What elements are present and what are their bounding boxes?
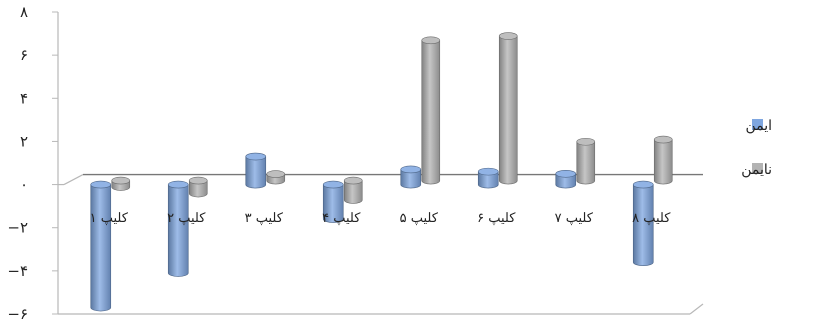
bar-naimen-5: [422, 37, 440, 184]
y-tick-label: ۶: [20, 46, 28, 64]
y-tick-label: −۴: [7, 262, 28, 280]
bar-imen-7: [556, 170, 576, 188]
bar-naimen-2: [189, 177, 207, 197]
zero-line-depth: [64, 175, 83, 185]
y-tick-label: −۲: [7, 219, 28, 237]
y-axis: ۸ ۶ ۴ ۲ ۰ −۲ −۴ −۶: [7, 3, 58, 323]
category-label: کلیپ ۷: [555, 211, 594, 226]
floor-side-edge: [690, 304, 703, 314]
category-label: کلیپ ۴: [322, 211, 361, 226]
chart-walls: [58, 12, 703, 314]
y-tick-label: ۴: [20, 89, 28, 107]
bar-imen-2: [168, 181, 188, 276]
bar-imen-5: [401, 166, 421, 188]
category-label: کلیپ ۳: [245, 211, 284, 226]
y-tick-label: ۰: [20, 176, 28, 194]
bar-imen-3: [246, 153, 266, 188]
legend-label: ایمن: [745, 118, 772, 134]
bar-imen-6: [478, 168, 498, 188]
bar-naimen-1: [112, 177, 130, 190]
y-tick-label: −۶: [7, 305, 28, 323]
category-label: کلیپ ۱: [90, 211, 129, 226]
y-tick-label: ۲: [20, 132, 28, 150]
legend-label: نایمن: [741, 162, 772, 178]
bar-imen-1: [91, 181, 111, 311]
bar-naimen-8: [654, 136, 672, 184]
bars: [91, 33, 673, 311]
bar-naimen-3: [267, 171, 285, 184]
y-tick-label: ۸: [20, 3, 28, 21]
category-label: کلیپ ۵: [400, 211, 439, 226]
bar-naimen-7: [577, 138, 595, 184]
category-labels: کلیپ ۱ کلیپ ۲ کلیپ ۳ کلیپ ۴ کلیپ ۵ کلیپ ۶ کلیپ…: [90, 211, 672, 226]
category-label: کلیپ ۶: [477, 211, 516, 226]
category-label: کلیپ ۸: [632, 211, 671, 226]
legend: ایمن نایمن: [741, 118, 772, 178]
bar-naimen-6: [499, 33, 517, 185]
category-label: کلیپ ۲: [167, 211, 206, 226]
bar-naimen-4: [344, 177, 362, 203]
